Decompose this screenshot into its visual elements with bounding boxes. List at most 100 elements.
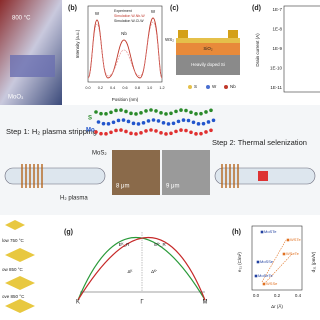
y2-label: d₃₁ (pm/V) (311, 251, 316, 272)
coil (221, 164, 239, 188)
sample (258, 171, 268, 181)
atom (196, 122, 201, 126)
atom (199, 131, 203, 136)
layer-label: Heavily doped Si (191, 62, 225, 67)
atom (206, 120, 211, 124)
atom (114, 108, 118, 113)
atom (119, 108, 123, 112)
tube (4, 167, 106, 185)
panel-label: (b) (68, 5, 77, 12)
step-label: Step 2: Thermal selenization (212, 138, 307, 147)
condition: ow 850 °C (2, 267, 24, 272)
atom (209, 108, 213, 113)
atom (164, 112, 168, 116)
atom (164, 132, 168, 136)
atom (194, 132, 198, 136)
k-point: Γ (140, 300, 144, 306)
atom-label: Mo (86, 128, 95, 134)
x-label: Position (nm) (112, 97, 139, 102)
x-tick-label: 0.4 (110, 86, 115, 90)
atom (139, 111, 143, 115)
atom (201, 121, 206, 126)
crystal (5, 248, 35, 262)
peak-label: Nb (121, 31, 127, 36)
y-tick-label: 1E-11 (270, 85, 282, 90)
ws2-layer (176, 38, 240, 43)
x-tick-label: 1.2 (159, 86, 164, 90)
atom (129, 131, 133, 136)
atom (186, 118, 191, 123)
data-point (260, 230, 264, 234)
layer-label: SiO₂ (203, 46, 213, 51)
point-label: WSTe (290, 237, 301, 242)
atom (114, 128, 118, 133)
atom (159, 111, 163, 115)
panel-label: (d) (252, 5, 261, 12)
x-tick-label: 0.4 (295, 293, 302, 298)
legend: Simulation W-Cl-W (114, 19, 144, 23)
boat (10, 55, 55, 77)
x-tick-label: 0.8 (135, 86, 140, 90)
furnace-photo (0, 0, 62, 105)
band (77, 236, 206, 301)
x-tick-label: 0.2 (274, 293, 281, 298)
data-point (256, 260, 260, 264)
k-point: K (76, 300, 80, 306)
atom (141, 121, 146, 125)
atom (174, 109, 178, 114)
atom-icon (206, 85, 210, 89)
atom (181, 118, 186, 122)
x-label: Δr (Å) (271, 303, 283, 309)
y-tick-label: 1E-9 (272, 46, 282, 51)
material: MoO₃ (8, 95, 24, 101)
atom (124, 129, 128, 134)
plot-frame (251, 225, 303, 291)
scale-bar: 8 μm (116, 184, 129, 190)
x-tick-label: 0.0 (85, 86, 90, 90)
plot-frame (283, 5, 320, 93)
crystal (5, 276, 35, 290)
atom (106, 122, 111, 126)
electrode (178, 30, 188, 38)
layer-label: WS₂ (165, 37, 174, 42)
atom (194, 112, 198, 116)
atom (149, 128, 153, 132)
atom (161, 121, 166, 125)
atom (171, 121, 176, 126)
atom (131, 121, 136, 126)
crystal (5, 299, 35, 313)
crystal (5, 220, 25, 230)
atom (154, 109, 158, 113)
atom (144, 109, 148, 113)
energy-label: Δᴷ (128, 269, 133, 274)
atom-label: S (194, 84, 197, 89)
atom (156, 119, 161, 123)
atom (126, 119, 131, 124)
electrode (228, 30, 238, 38)
atom (139, 131, 143, 135)
data-point (282, 252, 286, 256)
peak-label: W (151, 9, 156, 14)
energy-label: Δᴷ' (151, 269, 157, 274)
trend-line (261, 239, 293, 285)
micrograph (112, 150, 160, 195)
y-label: e₃₁ (C/m²) (237, 252, 242, 272)
micrograph (162, 150, 210, 195)
atom (146, 119, 151, 123)
panel-label: (c) (170, 5, 179, 12)
atom (144, 129, 148, 133)
step-label: Step 1: H₂ plasma stripping (6, 127, 97, 136)
atom (104, 132, 108, 136)
y-tick-label: 1E-8 (272, 27, 282, 32)
legend: Simulation W-Nb-W (114, 14, 145, 18)
data-point (262, 282, 266, 286)
x-tick-label: 1.0 (147, 86, 152, 90)
atom (94, 110, 98, 114)
atom (184, 128, 188, 133)
condition: low 750 °C (2, 238, 25, 243)
atom (129, 111, 133, 116)
atom (204, 130, 208, 134)
atom-icon (224, 85, 228, 89)
coil (21, 164, 43, 188)
atom (174, 129, 178, 134)
